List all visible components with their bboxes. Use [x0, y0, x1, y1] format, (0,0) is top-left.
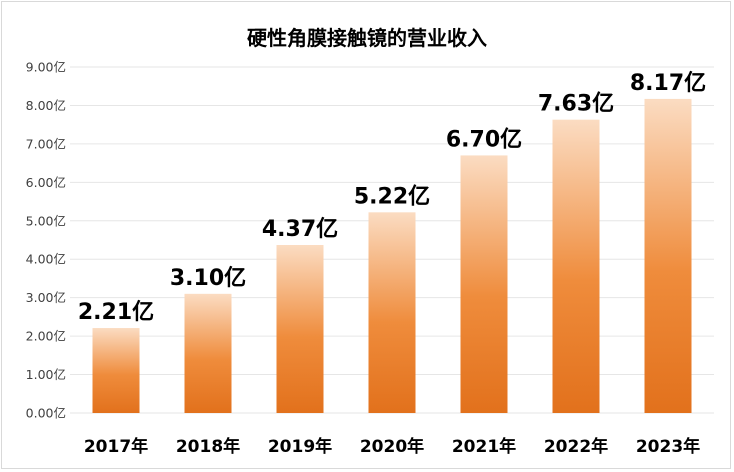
- y-tick-label: 6.00亿: [26, 175, 66, 190]
- data-label: 2.21亿: [78, 300, 154, 325]
- x-tick-label: 2017年: [84, 436, 148, 457]
- y-tick-label: 3.00亿: [26, 290, 66, 305]
- x-tick-label: 2023年: [636, 436, 700, 457]
- x-tick-label: 2022年: [544, 436, 608, 457]
- x-tick-label: 2018年: [176, 436, 240, 457]
- x-axis-labels: 2017年 2018年 2019年 2020年 2021年 2022年 2023年: [84, 436, 700, 457]
- y-axis-ticks: 0.00亿 1.00亿 2.00亿 3.00亿 4.00亿 5.00亿 6.00亿 7.00亿…: [26, 60, 66, 421]
- data-label: 8.17亿: [630, 71, 706, 96]
- y-tick-label: 7.00亿: [26, 136, 66, 151]
- y-tick-label: 8.00亿: [26, 98, 66, 113]
- data-label: 5.22亿: [354, 184, 430, 209]
- bar: [92, 328, 140, 413]
- bar: [184, 293, 232, 413]
- data-label: 4.37亿: [262, 217, 338, 242]
- y-tick-label: 2.00亿: [26, 329, 66, 344]
- data-label: 3.10亿: [170, 266, 246, 291]
- y-tick-label: 4.00亿: [26, 252, 66, 267]
- data-label: 7.63亿: [538, 92, 614, 117]
- bars: [92, 98, 692, 414]
- x-tick-label: 2019年: [268, 436, 332, 457]
- y-tick-label: 0.00亿: [26, 406, 66, 421]
- x-tick-label: 2020年: [360, 436, 424, 457]
- y-tick-label: 9.00亿: [26, 60, 66, 75]
- chart-title: 硬性角膜接触镜的营业收入: [247, 26, 487, 50]
- y-tick-label: 5.00亿: [26, 213, 66, 228]
- bar: [644, 98, 692, 414]
- data-label: 6.70亿: [446, 127, 522, 152]
- bar: [552, 119, 600, 414]
- x-tick-label: 2021年: [452, 436, 516, 457]
- bar: [460, 155, 508, 413]
- bar: [276, 244, 324, 413]
- y-tick-label: 1.00亿: [26, 367, 66, 382]
- data-labels: 2.21亿 3.10亿 4.37亿 5.22亿 6.70亿 7.63亿 8.17亿: [78, 71, 706, 325]
- bar: [368, 212, 416, 413]
